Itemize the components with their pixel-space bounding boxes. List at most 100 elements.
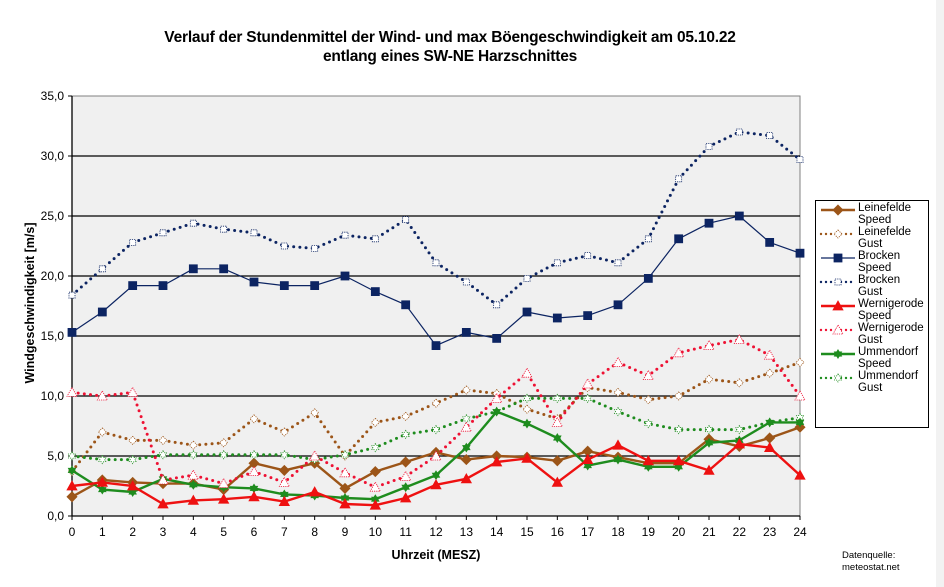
data-point — [674, 391, 684, 401]
y-tick-labels: 0,0 5,0 10,0 15,0 20,0 25,0 30,0 35,0 — [41, 89, 65, 523]
data-point — [67, 327, 77, 337]
legend-swatch — [819, 229, 857, 239]
legend-label-line: Speed — [858, 261, 892, 274]
data-point — [733, 333, 746, 345]
x-tick-label: 2 — [129, 525, 136, 539]
x-tick-label: 6 — [251, 525, 258, 539]
legend-item: Brocken Speed — [818, 250, 926, 275]
data-point — [584, 252, 592, 260]
data-point — [399, 470, 412, 481]
data-point — [612, 439, 624, 450]
x-tick-label: 10 — [369, 525, 383, 539]
data-point — [460, 472, 473, 484]
data-point — [766, 132, 774, 140]
data-point — [795, 248, 805, 258]
data-point — [188, 440, 198, 450]
data-point — [128, 435, 138, 445]
legend-item: Leinefelde Gust — [818, 226, 926, 251]
data-point — [765, 417, 774, 428]
series-group — [66, 128, 806, 510]
legend-label: Brocken Gust — [858, 274, 926, 298]
data-point — [96, 476, 109, 487]
data-point — [490, 456, 503, 467]
data-point — [369, 466, 381, 478]
data-point — [704, 374, 714, 384]
data-point — [581, 453, 594, 465]
data-point — [400, 456, 412, 468]
data-point — [583, 393, 592, 404]
data-point — [370, 417, 380, 427]
x-tick-label: 5 — [220, 525, 227, 539]
data-point — [220, 225, 228, 233]
legend-marker — [833, 349, 843, 359]
data-point — [462, 278, 470, 286]
axes — [68, 95, 801, 520]
data-point — [126, 386, 139, 397]
legend-label-line: Brocken — [858, 250, 901, 262]
data-point — [158, 281, 168, 291]
legend-swatch — [821, 300, 855, 311]
data-point — [128, 454, 137, 465]
legend-marker — [834, 278, 842, 286]
y-axis-label: Windgeschwindigkeit [m/s] — [23, 222, 37, 384]
data-point — [189, 450, 198, 460]
legend-label: Wernigerode Speed — [858, 298, 924, 322]
legend-item: Wernigerode Gust — [818, 322, 926, 347]
legend-label-line: Leinefelde — [858, 226, 912, 238]
series-wernigerode-gust — [66, 333, 806, 492]
legend-label-line: Ummendorf — [858, 370, 919, 382]
legend-label-line: Gust — [858, 237, 883, 250]
data-point — [643, 273, 653, 283]
data-point — [675, 175, 683, 183]
data-point — [187, 494, 200, 505]
y-tick-label: 25,0 — [41, 209, 65, 223]
data-point — [492, 333, 502, 343]
y-tick-label: 15,0 — [41, 329, 65, 343]
x-tick-label: 14 — [490, 525, 504, 539]
x-axis-label: Uhrzeit (MESZ) — [391, 548, 481, 562]
data-point — [67, 465, 77, 476]
data-point — [308, 486, 321, 497]
data-point — [249, 450, 259, 460]
data-point — [430, 478, 442, 490]
data-point — [551, 416, 564, 427]
data-point — [460, 421, 473, 432]
data-point — [703, 339, 715, 351]
data-point — [401, 411, 411, 421]
x-tick-label: 15 — [520, 525, 534, 539]
data-point — [157, 498, 169, 509]
data-point — [735, 128, 743, 136]
data-point — [189, 479, 198, 490]
series-brocken-speed — [67, 211, 805, 351]
legend-label-line: Gust — [858, 333, 883, 346]
data-point — [370, 287, 380, 297]
data-point — [98, 265, 106, 273]
x-tick-label: 23 — [763, 525, 777, 539]
data-source-note: Datenquelle: meteostat.net — [842, 550, 900, 574]
data-point — [705, 142, 713, 150]
data-point — [461, 327, 471, 337]
legend-label-line: Speed — [858, 309, 892, 322]
data-point — [704, 424, 714, 435]
data-point — [430, 450, 442, 461]
data-point — [158, 450, 168, 460]
data-source-label: Datenquelle: — [842, 550, 896, 561]
x-tick-label: 11 — [399, 525, 412, 539]
data-point — [67, 451, 77, 461]
data-point — [341, 231, 349, 239]
right-edge-strip — [936, 0, 944, 587]
data-point — [399, 492, 412, 503]
legend-label-line: Speed — [858, 357, 892, 370]
data-point — [735, 424, 744, 435]
data-point — [763, 441, 776, 453]
data-point — [157, 474, 169, 485]
data-point — [674, 234, 684, 244]
x-tick-label: 13 — [460, 525, 474, 539]
series-wernigerode-speed — [66, 438, 806, 510]
data-point — [158, 435, 168, 445]
data-point — [490, 392, 503, 403]
data-point — [250, 229, 258, 237]
x-tick-label: 16 — [551, 525, 565, 539]
legend-label: Brocken Speed — [858, 250, 901, 274]
data-point — [66, 480, 78, 491]
